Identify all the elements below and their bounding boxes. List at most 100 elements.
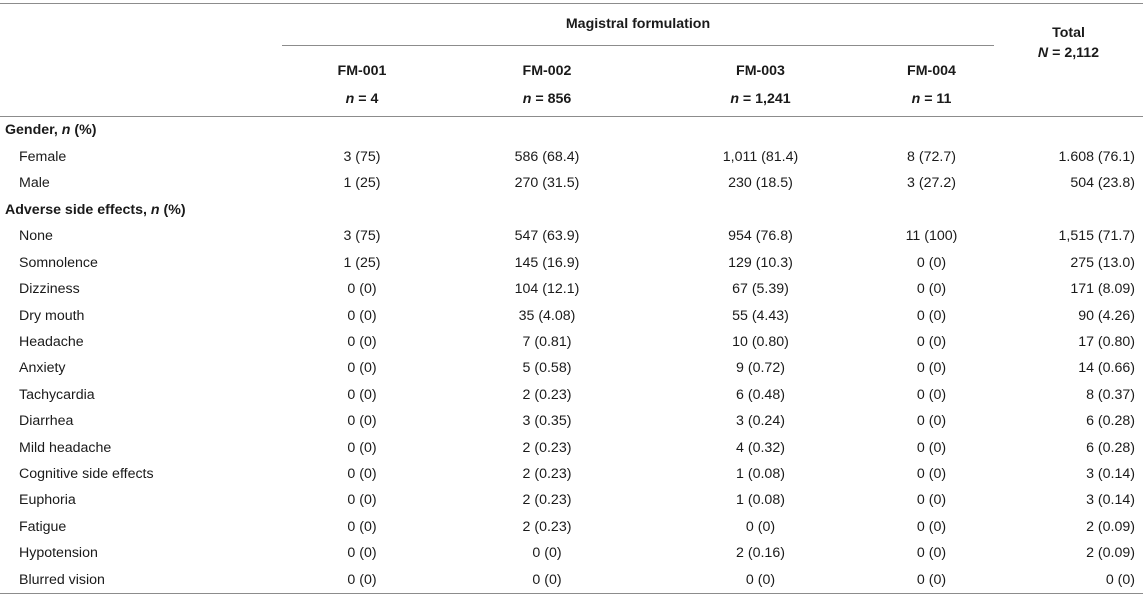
row-label: None — [19, 228, 53, 245]
table-cell: 0 (0) — [916, 492, 947, 509]
table-cell: 270 (31.5) — [514, 175, 580, 192]
table-cell: 0 (0) — [916, 465, 947, 482]
total-n: N = 2,112 — [1037, 45, 1100, 61]
table-cell: 1,011 (81.4) — [722, 148, 799, 165]
total-title: Total — [1052, 25, 1085, 41]
table-row: Tachycardia 0 (0) 2 (0.23) 6 (0.48) 0 (0) 8 (… — [0, 382, 1143, 408]
table-row: Fatigue 0 (0) 2 (0.23) 0 (0) 0 (0) 2 (0.09) — [0, 514, 1143, 540]
table-cell: 3 (0.24) — [736, 413, 785, 430]
table-cell: 1 (25) — [343, 175, 381, 192]
table-cell: 3 (75) — [343, 148, 381, 165]
table-cell: 0 (0) — [347, 386, 377, 403]
row-label: Headache — [19, 334, 84, 351]
table-cell: 2 (0.09) — [1086, 545, 1135, 562]
table-cell: 0 (0) — [745, 571, 776, 588]
table-cell: 3 (0.14) — [1086, 492, 1135, 509]
table-row: Mild headache 0 (0) 2 (0.23) 4 (0.32) 0 (0) 6… — [0, 434, 1143, 460]
table-cell: 0 (0) — [916, 307, 947, 324]
row-label: Blurred vision — [19, 571, 105, 588]
table-row: Blurred vision 0 (0) 0 (0) 0 (0) 0 (0) 0 (0) — [0, 566, 1143, 593]
table-cell: 954 (76.8) — [728, 228, 793, 245]
table-cell: 6 (0.28) — [1086, 413, 1135, 430]
table-cell: 6 (0.48) — [736, 386, 785, 403]
table-cell: 0 (0) — [745, 518, 776, 535]
row-label: Dry mouth — [19, 307, 85, 324]
group-header: Magistral formulation — [282, 4, 994, 46]
table-cell: 0 (0) — [916, 334, 947, 351]
table-cell: 35 (4.08) — [518, 307, 576, 324]
table-cell: 0 (0) — [347, 281, 377, 298]
table-cell: 0 (0) — [347, 545, 377, 562]
table-cell: 0 (0) — [916, 254, 947, 271]
table-cell: 1 (0.08) — [736, 465, 785, 482]
table-row: Diarrhea 0 (0) 3 (0.35) 3 (0.24) 0 (0) 6 (0.2… — [0, 408, 1143, 434]
table-cell: 2 (0.23) — [522, 518, 572, 535]
table-cell: 8 (0.37) — [1086, 386, 1135, 403]
table-cell: 0 (0) — [347, 518, 377, 535]
table-cell: 0 (0) — [1105, 571, 1135, 588]
table-cell: 230 (18.5) — [728, 175, 793, 192]
table-row: Male 1 (25) 270 (31.5) 230 (18.5) 3 (27.2) 50… — [0, 170, 1143, 196]
table-row: Cognitive side effects 0 (0) 2 (0.23) 1 (0.… — [0, 461, 1143, 487]
row-label: Anxiety — [19, 360, 66, 377]
table-cell: 0 (0) — [916, 439, 947, 456]
row-label: Fatigue — [19, 518, 67, 535]
row-label: Cognitive side effects — [19, 465, 154, 482]
table-cell: 1,515 (71.7) — [1058, 228, 1135, 245]
table-cell: 0 (0) — [916, 545, 947, 562]
total-header: Total — [994, 4, 1143, 45]
table-cell: 10 (0.80) — [732, 334, 789, 351]
row-label: Mild headache — [19, 439, 112, 456]
row-label: Tachycardia — [19, 386, 95, 403]
table-cell: 0 (0) — [916, 413, 947, 430]
row-label: Hypotension — [19, 545, 98, 562]
table-cell: 145 (16.9) — [514, 254, 580, 271]
table-cell: 0 (0) — [347, 492, 377, 509]
table-cell: 3 (0.14) — [1086, 465, 1135, 482]
table-cell: 0 (0) — [347, 307, 377, 324]
table-cell: 0 (0) — [532, 545, 562, 562]
table-cell: 17 (0.80) — [1078, 334, 1135, 351]
table-cell: 5 (0.58) — [522, 360, 572, 377]
table-row: Hypotension 0 (0) 0 (0) 2 (0.16) 0 (0) 2 (0.0… — [0, 540, 1143, 566]
table-cell: 0 (0) — [916, 518, 947, 535]
table-cell: 2 (0.23) — [522, 386, 572, 403]
row-label: Female — [19, 148, 67, 165]
table-cell: 3 (75) — [343, 228, 381, 245]
table-cell: 2 (0.23) — [522, 465, 572, 482]
table-cell: 9 (0.72) — [736, 360, 785, 377]
column-n-fm002: n = 856 — [522, 91, 572, 107]
table-cell: 2 (0.09) — [1086, 518, 1135, 535]
table-row: Dry mouth 0 (0) 35 (4.08) 55 (4.43) 0 (0) 90 … — [0, 302, 1143, 328]
table-cell: 1 (25) — [343, 254, 381, 271]
table-row: None 3 (75) 547 (63.9) 954 (76.8) 11 (100) 1,… — [0, 223, 1143, 249]
table-cell: 0 (0) — [347, 334, 377, 351]
table-row: Anxiety 0 (0) 5 (0.58) 9 (0.72) 0 (0) 14 (0.6… — [0, 355, 1143, 381]
table-cell: 1 (0.08) — [736, 492, 785, 509]
column-header-fm003: FM-003 — [736, 62, 785, 79]
table-cell: 7 (0.81) — [522, 334, 572, 351]
table-cell: 0 (0) — [916, 386, 947, 403]
table-cell: 129 (10.3) — [728, 254, 793, 271]
table-cell: 3 (0.35) — [522, 413, 572, 430]
table-cell: 586 (68.4) — [514, 148, 580, 165]
table-cell: 0 (0) — [916, 571, 947, 588]
table-row: Female 3 (75) 586 (68.4) 1,011 (81.4) 8 (72.… — [0, 144, 1143, 170]
table-cell: 504 (23.8) — [1070, 175, 1135, 192]
column-n-fm003: n = 1,241 — [730, 91, 791, 107]
row-label: Diarrhea — [19, 413, 74, 430]
table-cell: 0 (0) — [347, 571, 377, 588]
column-header-fm002: FM-002 — [522, 62, 572, 79]
table-cell: 2 (0.23) — [522, 439, 572, 456]
table-cell: 0 (0) — [347, 465, 377, 482]
table-row: Euphoria 0 (0) 2 (0.23) 1 (0.08) 0 (0) 3 (0.1… — [0, 487, 1143, 513]
section-heading: Gender, n (%) — [5, 122, 97, 138]
table-cell: 0 (0) — [532, 571, 562, 588]
row-label: Dizziness — [19, 281, 80, 298]
table-cell: 171 (8.09) — [1070, 281, 1135, 298]
table-cell: 547 (63.9) — [514, 228, 580, 245]
table-cell: 0 (0) — [347, 360, 377, 377]
table-cell: 2 (0.16) — [736, 545, 785, 562]
table-cell: 2 (0.23) — [522, 492, 572, 509]
table-cell: 0 (0) — [347, 439, 377, 456]
